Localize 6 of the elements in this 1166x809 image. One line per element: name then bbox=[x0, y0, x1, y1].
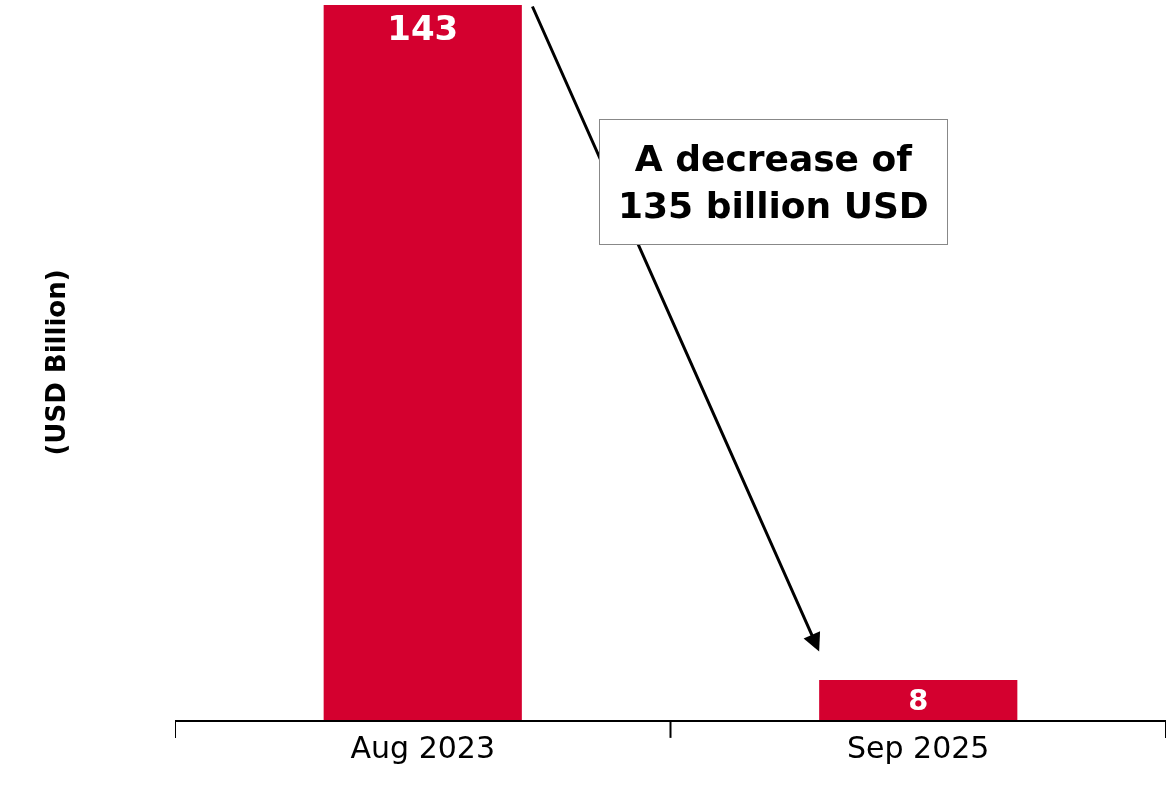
annotation: A decrease of 135 billion USD bbox=[618, 138, 929, 226]
data-label: 143 bbox=[387, 8, 459, 48]
data-label: 8 bbox=[908, 683, 929, 718]
y-axis-title: (USD Billion) bbox=[41, 269, 72, 456]
x-tick-label: Sep 2025 bbox=[847, 730, 990, 765]
x-tick-label: Aug 2023 bbox=[350, 730, 495, 765]
